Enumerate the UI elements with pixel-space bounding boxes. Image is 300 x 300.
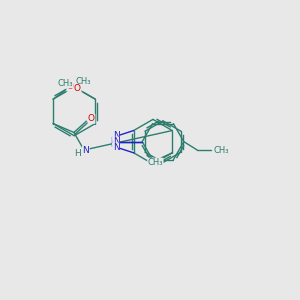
Text: CH₃: CH₃ <box>57 79 73 88</box>
Text: CH₃: CH₃ <box>213 146 229 154</box>
Text: O: O <box>67 82 74 91</box>
Text: N: N <box>113 137 119 146</box>
Text: H: H <box>74 149 81 158</box>
Text: CH₃: CH₃ <box>148 158 163 167</box>
Text: N: N <box>113 131 119 140</box>
Text: CH₃: CH₃ <box>75 77 91 86</box>
Text: O: O <box>74 84 81 93</box>
Text: N: N <box>82 146 89 155</box>
Text: O: O <box>88 114 95 123</box>
Text: N: N <box>113 143 119 152</box>
